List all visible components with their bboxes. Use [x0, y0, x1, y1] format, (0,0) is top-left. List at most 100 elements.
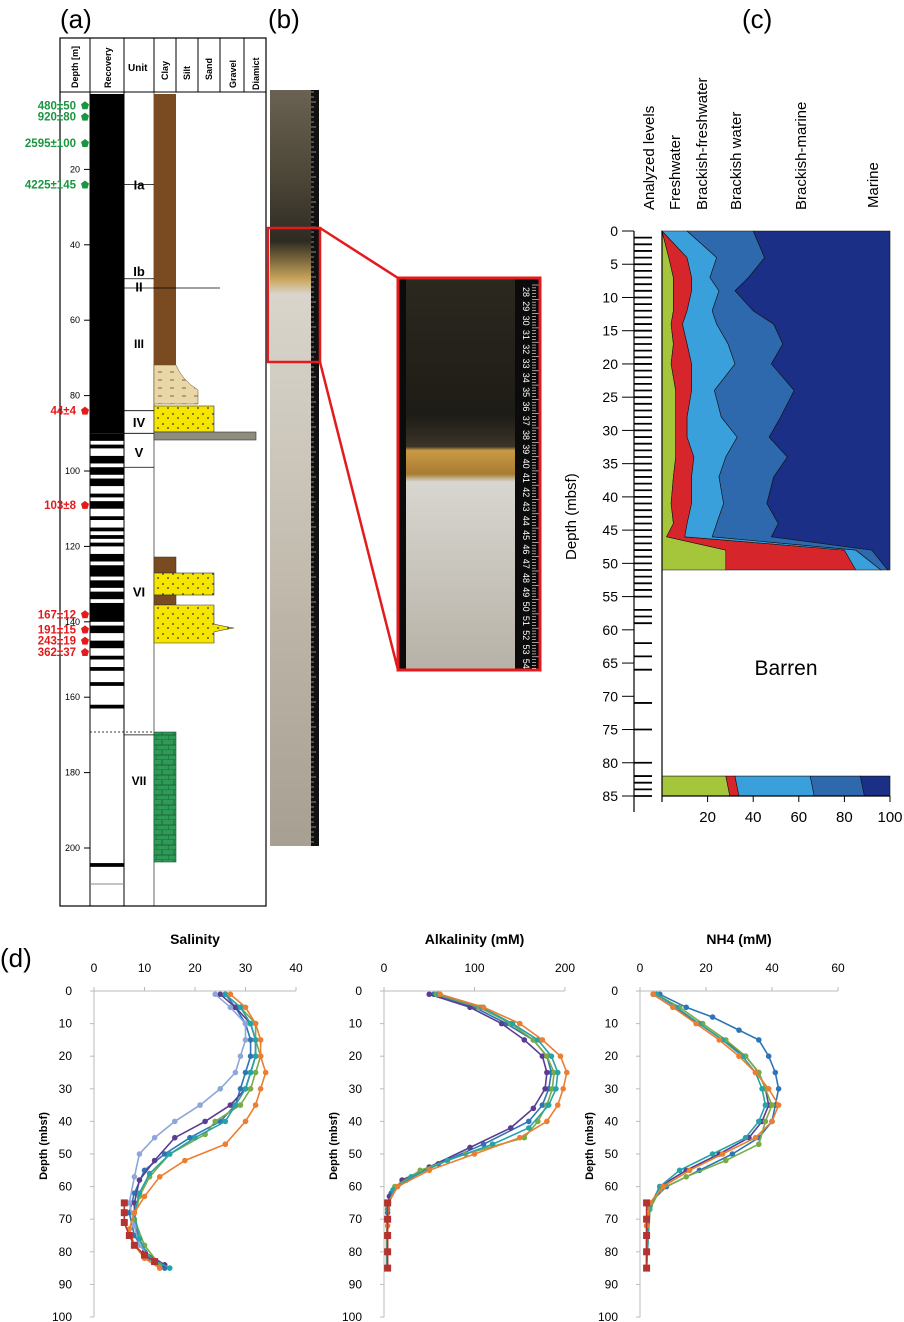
profile-data-point: [247, 1020, 254, 1027]
profile-data-point: [156, 1174, 163, 1180]
c-xtick-label: 20: [699, 809, 716, 826]
profile-data-point: [772, 1069, 779, 1076]
age-label: 103±8: [44, 500, 76, 512]
zoom-scale-label: 40: [521, 459, 531, 469]
zoom-box: [396, 276, 542, 672]
header-depth: Depth [m]: [70, 46, 80, 88]
recovery-band: [90, 493, 124, 498]
recovery-band: [90, 565, 124, 577]
unit-label-iii: III: [134, 337, 144, 351]
profile-data-point: [775, 1086, 782, 1092]
profile-xtick-label: 0: [91, 961, 98, 975]
age-label: 167±12: [38, 609, 76, 621]
profile-data-point: [729, 1151, 736, 1157]
zoom-scale-label: 37: [521, 416, 531, 426]
profile-ytick-label: 20: [349, 1049, 363, 1063]
zoom-scale-label: 38: [521, 430, 531, 440]
recovery-band: [90, 478, 124, 487]
c-ytick-label: 20: [602, 356, 618, 372]
zoom-scale-label: 30: [521, 316, 531, 326]
profile-ytick-label: 90: [349, 1277, 363, 1291]
profile-data-point: [227, 1004, 234, 1011]
profile-data-point: [676, 1167, 683, 1174]
profile-data-point: [759, 1086, 765, 1092]
profile-ytick-label: 90: [59, 1277, 73, 1291]
profile-data-point: [467, 1004, 473, 1011]
profile-data-point: [242, 1069, 249, 1076]
profile-data-point: [643, 1248, 651, 1256]
profile-data-point: [125, 1232, 133, 1239]
profile-ytick-label: 0: [611, 984, 618, 998]
profile-data-point: [156, 1265, 163, 1271]
profile-data-point: [762, 1102, 769, 1108]
c-ytick-label: 75: [602, 722, 618, 738]
c-ytick-label: 55: [602, 589, 618, 605]
profile-data-point: [709, 1151, 716, 1157]
profile-data-point: [232, 1004, 239, 1011]
c-ytick-label: 60: [602, 622, 618, 638]
profile-data-point: [553, 1086, 559, 1092]
profile-data-point: [539, 1102, 546, 1108]
profile-data-point: [516, 1134, 523, 1141]
profile-series-line: [133, 993, 262, 1266]
bottom-area-marine: [859, 775, 891, 797]
profile-data-point: [197, 1102, 203, 1108]
profile-ytick-label: 50: [349, 1147, 363, 1161]
unit-label-iv: IV: [133, 415, 146, 430]
profile-series-line: [128, 993, 247, 1263]
category-label-brackish-marine: Brackish-marine: [793, 102, 810, 210]
profile-ytick-label: 60: [59, 1180, 73, 1194]
profile-data-point: [232, 1069, 239, 1076]
profile-data-point: [480, 1004, 487, 1011]
profile-data-point: [426, 1167, 433, 1174]
profile-data-point: [237, 1086, 244, 1092]
profile-data-point: [146, 1170, 153, 1177]
profile-ylabel: Depth (mbsf): [38, 1112, 50, 1180]
profile-ytick-label: 80: [349, 1245, 363, 1259]
profile-data-point: [530, 1105, 537, 1112]
lithology-carbonate-vii: [153, 731, 177, 863]
profile-ytick-label: 40: [59, 1114, 73, 1128]
profile-data-point: [756, 1141, 762, 1148]
lithology-silt-wedge: [153, 364, 199, 405]
profile-ytick-label: 100: [52, 1310, 72, 1322]
a-depth-tick-label: 160: [65, 692, 80, 702]
zoom-scale-label: 50: [521, 602, 531, 612]
profile-data-point: [247, 1069, 254, 1076]
profile-xtick-label: 20: [188, 961, 202, 975]
profile-ytick-label: 100: [598, 1310, 618, 1322]
profile-data-point: [394, 1183, 401, 1190]
profile-nh4: NH4 (mM) Depth (mbsf) 0 20 40 60 0 10 20 30 40 50 60…: [584, 931, 845, 1322]
profile-xtick-label: 20: [699, 961, 713, 975]
recovery-band: [90, 602, 124, 622]
c-ytick-label: 45: [602, 522, 618, 538]
category-label-marine: Marine: [865, 162, 882, 208]
header-diamict: Diamict: [251, 57, 261, 90]
profile-data-point: [136, 1242, 143, 1249]
recovery-band: [90, 704, 124, 709]
profile-data-point: [498, 1020, 505, 1027]
profile-data-point: [769, 1102, 775, 1108]
profile-data-point: [384, 1248, 392, 1256]
profile-data-point: [217, 1086, 224, 1092]
zoom-scale-label: 49: [521, 587, 531, 597]
profile-data-point: [752, 1069, 759, 1076]
porewater-profiles: Salinity Depth (mbsf) 0 10 20 30 40 0 10 20 30 40 50…: [38, 931, 845, 1322]
profile-data-point: [131, 1209, 138, 1216]
stratigraphic-log: Depth [m] Recovery Unit Clay Silt Sand G…: [25, 37, 267, 907]
profile-ytick-label: 10: [349, 1017, 363, 1031]
zoom-scale-label: 31: [521, 330, 531, 340]
a-depth-tick-label: 200: [65, 843, 80, 853]
recovery-band: [90, 535, 124, 539]
a-depth-tick-label: 180: [65, 768, 80, 778]
recovery-band: [90, 542, 124, 547]
zoom-scale-label: 48: [521, 573, 531, 583]
age-marker: [81, 500, 89, 509]
profile-ytick-label: 0: [355, 984, 362, 998]
profile-data-point: [247, 1037, 254, 1043]
profile-data-point: [554, 1069, 561, 1076]
profile-data-point: [141, 1251, 148, 1259]
c-ytick-label: 15: [602, 323, 618, 339]
age-marker: [81, 610, 89, 619]
bottom-area-brackish-water: [734, 775, 815, 797]
